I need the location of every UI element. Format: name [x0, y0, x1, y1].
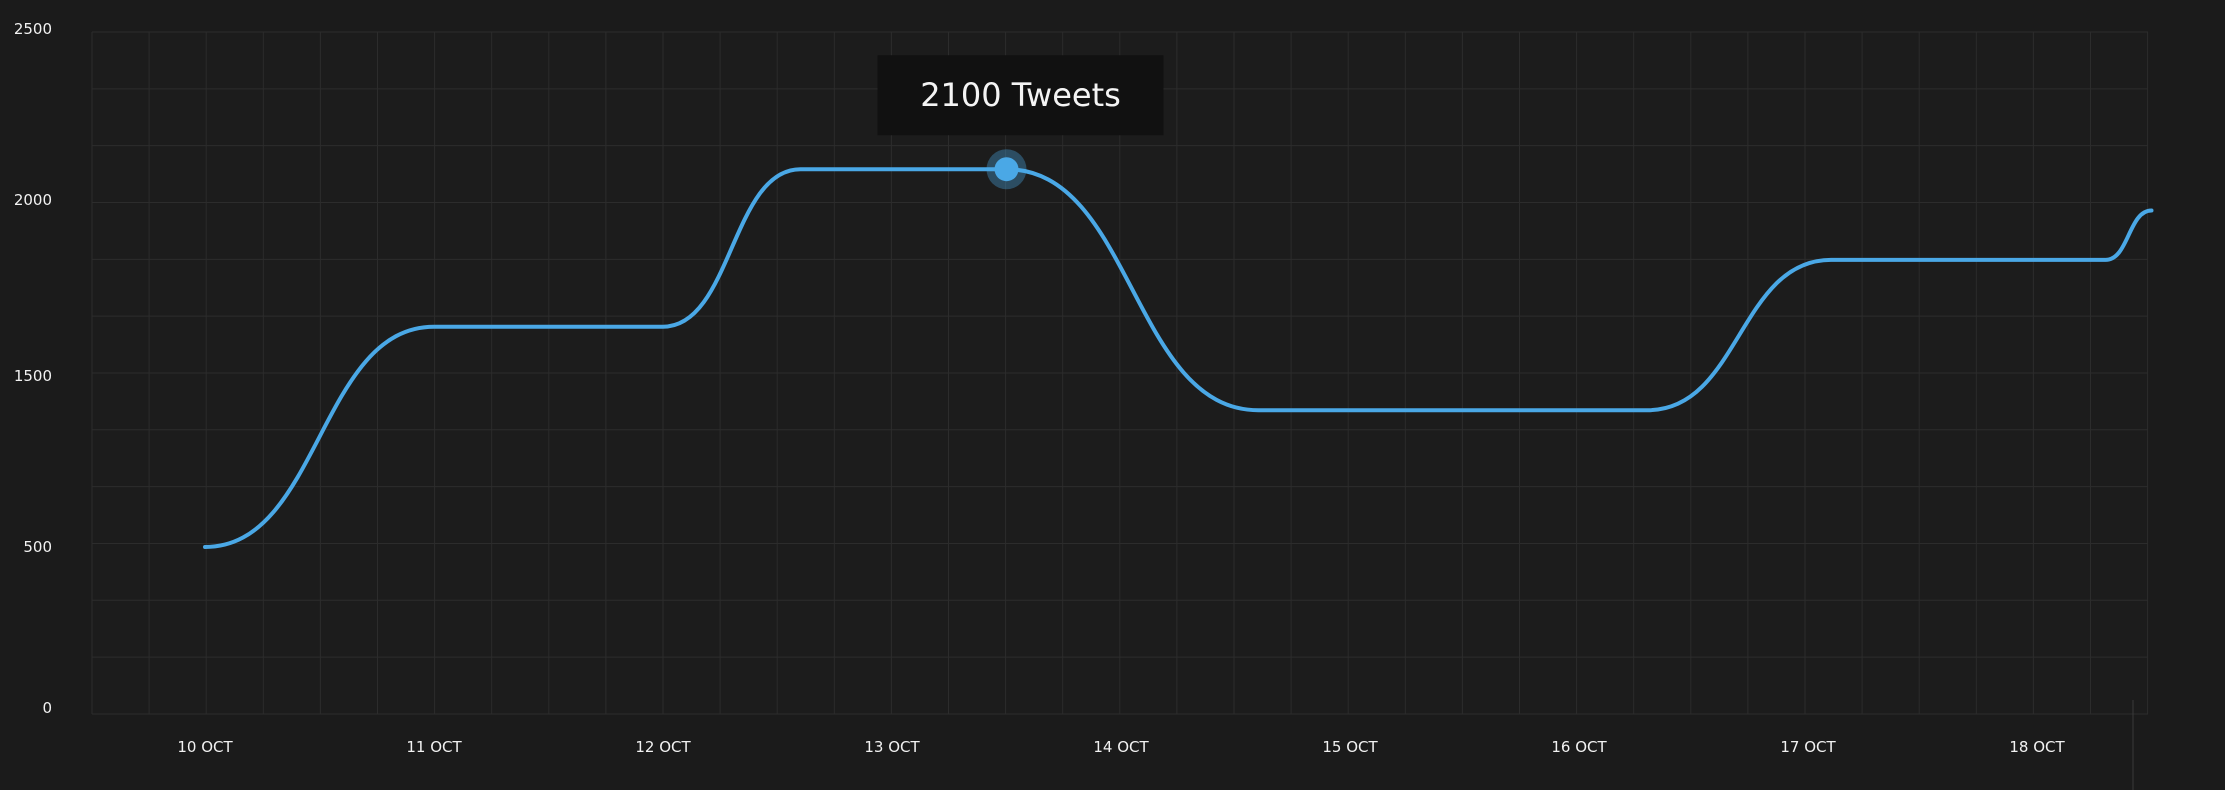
- series-line: [203, 167, 2154, 549]
- x-tick-label: 14 OCT: [1093, 738, 1149, 756]
- x-tick-label: 11 OCT: [406, 738, 462, 756]
- y-tick-label: 500: [23, 538, 52, 556]
- x-tick-label: 12 OCT: [635, 738, 691, 756]
- highlight-point[interactable]: [994, 157, 1019, 182]
- tooltip-label: 2100 Tweets: [920, 76, 1121, 114]
- y-tick-label: 2000: [14, 191, 52, 209]
- x-axis-tick-labels: 10 OCT 11 OCT 12 OCT 13 OCT 14 OCT 15 OCT 16 O…: [177, 738, 2065, 756]
- x-tick-label: 16 OCT: [1551, 738, 1607, 756]
- x-tick-label: 17 OCT: [1780, 738, 1836, 756]
- tooltip-box: [877, 55, 1164, 136]
- x-tick-label: 13 OCT: [864, 738, 920, 756]
- highlight-marker[interactable]: [986, 149, 1027, 190]
- grid-lines: [91, 31, 2149, 790]
- x-tick-label: 18 OCT: [2009, 738, 2065, 756]
- x-tick-label: 15 OCT: [1322, 738, 1378, 756]
- y-axis-tick-labels: 0 500 1500 2000 2500: [14, 20, 52, 717]
- y-tick-label: 1500: [14, 367, 52, 385]
- x-tick-label: 10 OCT: [177, 738, 233, 756]
- y-tick-label: 0: [42, 699, 52, 717]
- tooltip: 2100 Tweets: [877, 55, 1164, 136]
- y-tick-label: 2500: [14, 20, 52, 38]
